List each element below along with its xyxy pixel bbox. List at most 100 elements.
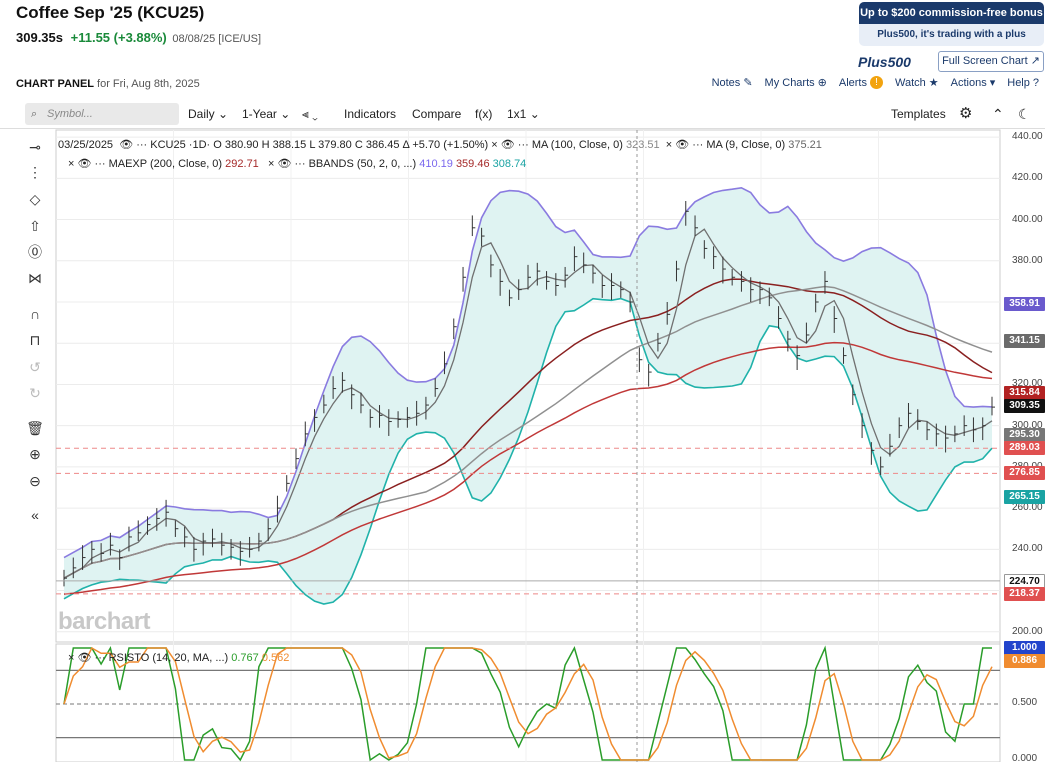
chevron-down-icon: ⌄	[529, 107, 540, 121]
alerts-label: Alerts	[838, 76, 867, 89]
close-icon[interactable]: ×	[491, 139, 498, 151]
symbol-input[interactable]: ⌕ Symbol...	[25, 103, 179, 125]
chevron-down-icon: ⌄	[218, 107, 229, 121]
quote-line: 309.35s +11.55 (+3.88%) 08/08/25 [ICE/US…	[16, 30, 261, 45]
pattern-icon[interactable]: ⋈	[28, 270, 42, 286]
gear-icon[interactable]: ⚙	[959, 105, 973, 122]
watch-link[interactable]: Watch ★	[895, 76, 939, 90]
bollinger-lower-line	[63, 297, 993, 605]
text-icon[interactable]: ⓪	[28, 244, 42, 260]
price-axis-tick: 200.00	[1012, 625, 1043, 637]
close-icon[interactable]: ×	[68, 158, 75, 170]
rsi-axis-tick: 1.000	[1004, 641, 1045, 655]
layout-select[interactable]: 1x1 ⌄	[507, 103, 540, 125]
promo-line1: Up to $200 commission-free bonus	[859, 2, 1044, 24]
help-icon: ?	[1032, 76, 1039, 89]
layout-label: 1x1	[507, 107, 527, 121]
compare-button[interactable]: Compare	[412, 107, 462, 121]
close-icon[interactable]: ×	[68, 652, 75, 664]
bb-lower-value: 308.74	[492, 158, 527, 170]
full-screen-chart-button[interactable]: Full Screen Chart ↗	[938, 51, 1044, 72]
close-icon[interactable]: ×	[267, 158, 275, 170]
redo-icon[interactable]: ↻	[29, 385, 41, 401]
legend-o-label: O	[213, 139, 222, 151]
ma9-name: MA (9, Close, 0)	[706, 139, 786, 151]
price-tag: 341.15	[1004, 333, 1045, 348]
arrow-up-icon[interactable]: ⇧	[29, 218, 41, 234]
ma100-value: 323.51	[625, 139, 660, 151]
actions-label: Actions	[950, 76, 987, 89]
interval-label: Daily	[188, 107, 215, 121]
indicator-legend: × 👁 ··· MAEXP (200, Close, 0) 292.71 × 👁…	[68, 158, 527, 170]
eye-icon[interactable]: 👁	[277, 158, 292, 170]
eye-icon[interactable]: 👁	[77, 652, 92, 664]
notes-link[interactable]: Notes ✎	[712, 76, 753, 90]
price-tag: 309.35	[1004, 399, 1045, 414]
rsisto-d-value: 0.562	[261, 652, 290, 664]
last-price: 309.35s	[16, 30, 63, 45]
crosshair-icon[interactable]: ⊸	[29, 139, 41, 155]
legend-delta: Δ +5.70 (+1.50%)	[402, 139, 489, 151]
search-icon: ⌕	[31, 108, 38, 120]
collapse-sidebar-icon[interactable]: «	[31, 507, 39, 523]
interval-select[interactable]: Daily ⌄	[188, 103, 228, 125]
zoom-in-icon[interactable]: ⊕	[29, 446, 41, 462]
legend-date: 03/25/2025	[58, 139, 114, 151]
eye-icon[interactable]: 👁	[119, 139, 134, 151]
symbol-placeholder: Symbol...	[47, 108, 93, 120]
quote-date: 08/08/25 [ICE/US]	[172, 33, 262, 45]
fx-button[interactable]: f(x)	[475, 107, 493, 121]
rsi-axis-tick: 0.000	[1012, 753, 1038, 764]
star-icon: ★	[928, 77, 939, 89]
lock-icon[interactable]: ⊓	[29, 332, 41, 348]
bar-chart-icon: ⫷	[302, 107, 309, 121]
help-link[interactable]: Help?	[1007, 77, 1039, 89]
price-axis-tick: 240.00	[1012, 543, 1043, 555]
edit-icon: ✎	[743, 77, 753, 89]
eye-icon[interactable]: 👁	[500, 139, 515, 151]
price-change: +11.55 (+3.88%)	[70, 30, 167, 45]
maexp-200-line	[63, 341, 993, 595]
chevron-down-icon: ⌄	[312, 107, 318, 121]
price-tag: 218.37	[1004, 586, 1045, 601]
trash-icon[interactable]: 🗑	[26, 420, 44, 436]
undo-icon[interactable]: ↺	[29, 359, 41, 375]
shapes-icon[interactable]: ◇	[29, 191, 41, 207]
collapse-icon[interactable]: ⌃	[992, 106, 1004, 122]
indicators-button[interactable]: Indicators	[344, 107, 397, 121]
chart-type-select[interactable]: ⫷ ⌄	[302, 103, 318, 125]
chart-toolbar: ⌕ Symbol... Daily ⌄ 1-Year ⌄ ⫷ ⌄ Indicato…	[0, 99, 1045, 129]
range-select[interactable]: 1-Year ⌄	[242, 103, 290, 125]
legend-l-label: L	[309, 139, 316, 151]
dark-mode-icon[interactable]: ☾	[1018, 106, 1031, 122]
maexp-value: 292.71	[225, 158, 259, 170]
chart-panel-date: for Fri, Aug 8th, 2025	[97, 78, 200, 90]
my-charts-link[interactable]: My Charts ⊕	[764, 76, 827, 90]
ohlc-legend: 03/25/2025 👁 ··· KCU25 ·1D· O 380.90 H 3…	[58, 139, 822, 151]
eye-icon[interactable]: 👁	[77, 158, 92, 170]
rsisto-name: RSISTO (14, 20, MA, ...)	[108, 652, 229, 664]
alerts-link[interactable]: Alerts!	[839, 76, 883, 89]
legend-close: 386.45	[365, 139, 400, 151]
alert-icon: !	[870, 76, 883, 89]
my-charts-label: My Charts	[764, 76, 815, 89]
chart-panel-heading: CHART PANEL for Fri, Aug 8th, 2025	[16, 78, 200, 90]
zoom-out-icon[interactable]: ⊖	[29, 473, 41, 489]
bb-mid-value: 359.46	[455, 158, 490, 170]
templates-button[interactable]: Templates	[891, 107, 946, 121]
legend-c-label: C	[354, 139, 363, 151]
draw-lines-icon[interactable]: ⋮	[28, 164, 42, 180]
promo-banner[interactable]: Up to $200 commission-free bonus Plus500…	[859, 2, 1044, 46]
price-axis-tick: 380.00	[1012, 254, 1043, 266]
actions-menu[interactable]: Actions ▾	[950, 76, 996, 90]
magnet-icon[interactable]: ∩	[29, 306, 41, 322]
plus500-logo[interactable]: Plus500	[858, 54, 911, 70]
watch-label: Watch	[895, 76, 926, 89]
price-axis-tick: 300.00	[1012, 419, 1043, 431]
help-label: Help	[1007, 76, 1030, 89]
legend-high: 388.15	[272, 139, 307, 151]
legend-symbol: KCU25 ·1D·	[150, 139, 211, 151]
close-icon[interactable]: ×	[665, 139, 673, 151]
eye-icon[interactable]: 👁	[675, 139, 690, 151]
